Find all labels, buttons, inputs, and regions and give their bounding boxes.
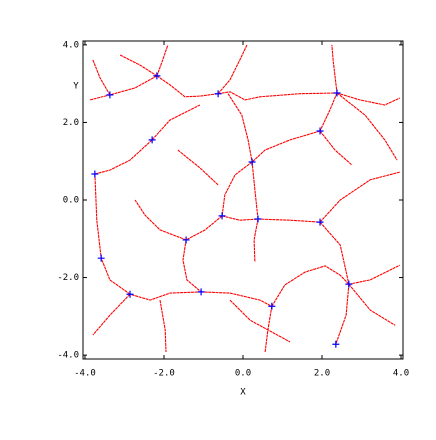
plus-marker xyxy=(153,72,161,80)
ridge-curve xyxy=(257,218,321,223)
plus-marker xyxy=(214,90,222,98)
ridge-curve xyxy=(129,291,202,301)
plus-marker xyxy=(106,91,114,99)
ridge-curve xyxy=(253,218,259,263)
y-tick-label: -4.0 xyxy=(57,351,79,361)
ridge-curve xyxy=(94,173,131,295)
plus-marker xyxy=(248,158,256,166)
ridge-curve xyxy=(348,283,396,326)
ridge-curve xyxy=(221,215,259,221)
ridge-curve xyxy=(218,91,338,101)
plus-marker xyxy=(197,288,205,296)
y-tick-label: -2.0 xyxy=(57,273,79,283)
ridge-curve xyxy=(336,92,401,106)
y-tick-label: 2.0 xyxy=(63,118,79,128)
ridge-curve xyxy=(319,171,400,223)
y-axis-label: Y xyxy=(73,82,79,92)
y-tick-label: 0.0 xyxy=(63,196,79,206)
plus-marker xyxy=(333,89,341,97)
x-tick-label: 2.0 xyxy=(314,369,330,379)
ridge-curve xyxy=(182,239,202,293)
ridge-curve xyxy=(264,306,273,353)
plus-marker xyxy=(218,212,226,220)
ridge-curve xyxy=(331,44,338,94)
ridge-curve xyxy=(251,161,259,220)
ridge-curve xyxy=(177,149,219,186)
ridge-curve xyxy=(348,264,401,285)
ridge-curve xyxy=(336,92,398,161)
x-axis-label: X xyxy=(240,388,246,398)
ridge-curve xyxy=(156,44,169,77)
plus-marker xyxy=(148,136,156,144)
ridge-curve xyxy=(319,92,338,132)
plus-marker xyxy=(345,280,353,288)
plus-marker xyxy=(268,302,276,310)
plus-marker xyxy=(91,170,99,178)
ridge-curve xyxy=(151,104,201,141)
ridge-curve xyxy=(156,75,219,98)
ridge-curve xyxy=(271,265,350,307)
ridge-curve xyxy=(217,44,248,95)
x-tick-label: 4.0 xyxy=(393,369,409,379)
ridge-curve xyxy=(94,139,153,175)
y-tick-label: 4.0 xyxy=(63,40,79,50)
ridge-curve xyxy=(319,221,350,285)
x-tick-label: 0.0 xyxy=(235,369,251,379)
ridge-curve xyxy=(119,54,158,77)
plus-marker xyxy=(316,127,324,135)
ridge-curve xyxy=(89,75,158,101)
plus-marker xyxy=(254,215,262,223)
x-tick-label: -2.0 xyxy=(153,369,175,379)
ridge-curve xyxy=(335,284,350,345)
ridge-curve xyxy=(319,130,353,166)
ridge-curve xyxy=(92,59,111,96)
x-tick-label: -4.0 xyxy=(74,369,96,379)
plus-marker xyxy=(97,254,105,262)
plus-marker xyxy=(332,340,340,348)
ridge-curve xyxy=(201,291,273,307)
ridge-curve xyxy=(229,299,291,343)
ridge-curve xyxy=(92,293,131,336)
plus-marker xyxy=(316,218,324,226)
plus-marker xyxy=(182,236,190,244)
plus-marker xyxy=(126,290,134,298)
ridge-curve xyxy=(159,300,167,353)
ridge-curve xyxy=(221,161,253,216)
ridge-curve xyxy=(134,199,187,241)
ridge-curve xyxy=(185,215,223,241)
ridge-curve xyxy=(227,93,253,163)
ridge-curve xyxy=(251,130,321,163)
